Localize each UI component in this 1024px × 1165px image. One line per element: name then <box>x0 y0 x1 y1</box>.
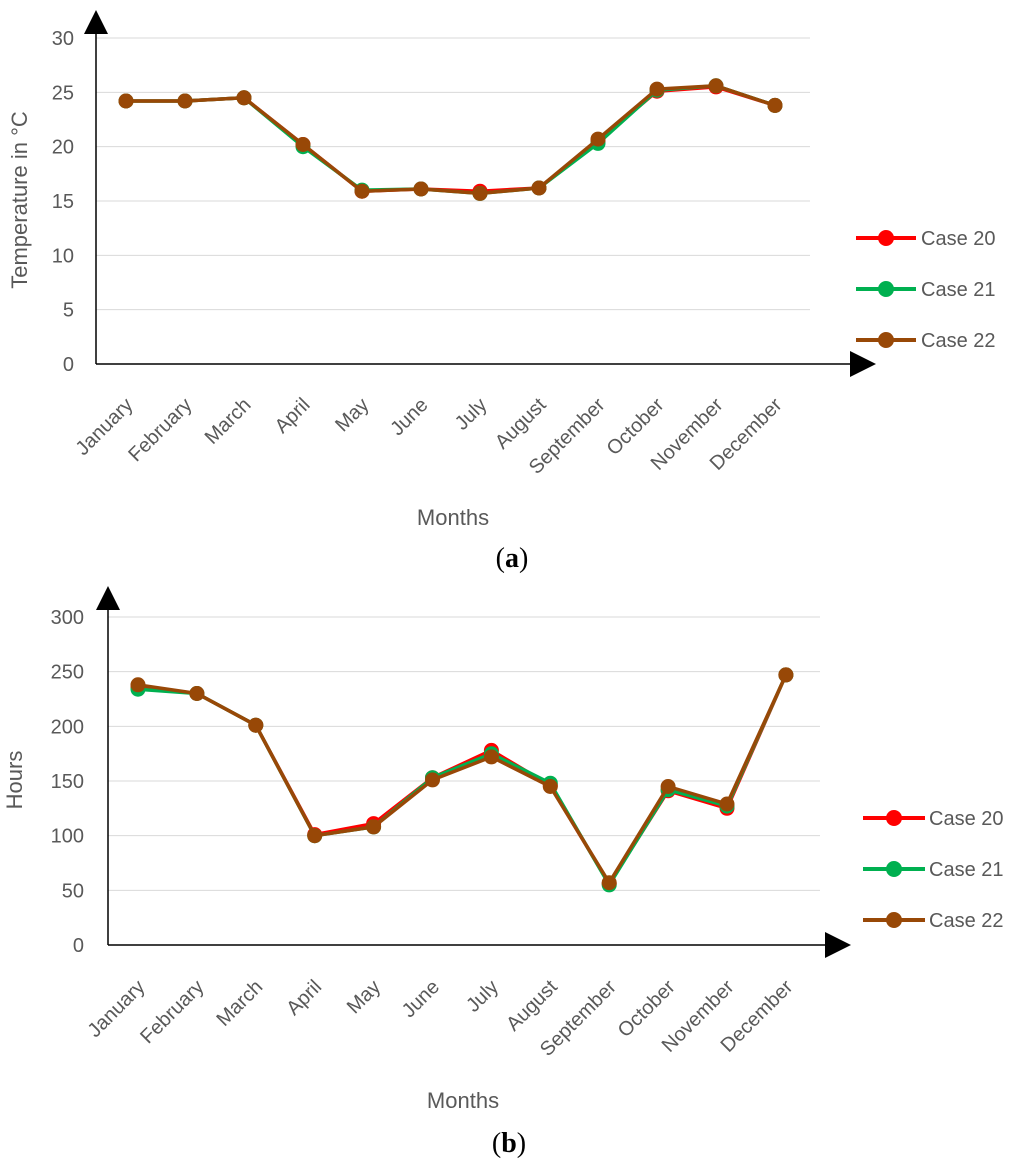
y-tick-label: 5 <box>63 300 74 322</box>
panel-label-a: (a) <box>496 543 529 574</box>
data-point-case-22-april <box>295 137 311 152</box>
x-tick-label-august: August <box>491 394 551 454</box>
series-line-case-20 <box>126 85 776 193</box>
panel-label-b: (b) <box>492 1128 526 1159</box>
series-line-case-21 <box>137 674 788 887</box>
y-axis-arrow-icon <box>96 586 120 610</box>
legend-marker-case-20 <box>878 230 894 246</box>
series-line-case-21 <box>126 84 776 196</box>
data-point-case-22-february <box>189 686 205 701</box>
legend-label-case-22: Case 22 <box>929 910 1004 932</box>
y-tick-label: 15 <box>52 191 74 213</box>
data-point-case-22-march <box>236 90 252 106</box>
data-point-case-22-april <box>307 828 323 844</box>
data-point-case-22-september <box>601 875 617 891</box>
data-point-case-22-november <box>719 796 735 812</box>
y-tick-label: 50 <box>62 880 84 902</box>
data-point-case-22-february <box>177 93 193 109</box>
series-case-21 <box>118 78 783 201</box>
y-tick-label: 200 <box>51 716 84 738</box>
y-tick-label: 30 <box>52 28 74 50</box>
y-tick-label: 250 <box>51 662 84 684</box>
legend-label-case-21: Case 21 <box>921 279 996 301</box>
data-point-case-22-january <box>118 93 134 109</box>
data-point-case-22-june <box>413 181 429 197</box>
data-point-case-22-march <box>248 717 264 733</box>
x-tick-label-march: March <box>212 976 267 1031</box>
legend-label-case-20: Case 20 <box>929 808 1004 830</box>
x-tick-label-march: March <box>201 394 256 449</box>
data-point-case-22-july <box>483 749 499 765</box>
y-axis-title: Hours <box>2 751 27 810</box>
x-tick-label-july: July <box>462 976 503 1017</box>
legend: Case 20 Case 21 Case 22 <box>863 808 1004 932</box>
data-point-case-22-october <box>660 779 676 794</box>
y-tick-label: 25 <box>52 82 74 104</box>
legend-label-case-22: Case 22 <box>921 330 996 352</box>
data-point-case-22-july <box>472 185 488 201</box>
y-axis-arrow-icon <box>84 10 108 34</box>
x-tick-label-june: June <box>386 394 432 440</box>
data-point-case-22-june <box>425 772 440 788</box>
x-tick-label-april: April <box>271 394 315 438</box>
x-axis-arrow-icon <box>825 932 851 958</box>
x-axis-arrow-icon <box>850 351 876 377</box>
x-tick-label-august: August <box>502 976 562 1036</box>
legend-marker-case-21 <box>886 861 902 877</box>
legend: Case 20 Case 21 Case 22 <box>856 228 996 352</box>
x-tick-label-june: June <box>398 976 444 1022</box>
x-axis-title: Months <box>427 1088 499 1113</box>
x-tick-label-april: April <box>282 976 326 1020</box>
data-point-case-22-january <box>130 677 146 693</box>
y-tick-label: 300 <box>51 607 84 629</box>
y-tick-label: 150 <box>51 771 84 793</box>
data-point-case-22-august <box>531 180 547 196</box>
x-tick-label-july: July <box>451 394 492 435</box>
data-point-case-22-september <box>590 131 606 147</box>
series-case-20 <box>130 667 794 892</box>
legend-marker-case-20 <box>886 810 902 826</box>
data-point-case-22-may <box>354 183 370 199</box>
x-tick-label-february: February <box>136 976 208 1048</box>
data-point-case-22-october <box>649 81 665 97</box>
data-point-case-22-december <box>778 667 794 683</box>
series-case-20 <box>118 79 783 199</box>
legend-marker-case-22 <box>886 912 902 928</box>
data-point-case-22-november <box>708 78 724 94</box>
series-line-case-22 <box>126 84 776 196</box>
x-tick-label-may: May <box>343 976 385 1018</box>
y-tick-label: 10 <box>52 245 74 267</box>
x-tick-label-may: May <box>331 394 373 436</box>
y-tick-label: 20 <box>52 137 74 159</box>
y-axis-title: Temperature in °C <box>7 111 32 289</box>
legend-marker-case-21 <box>878 281 894 297</box>
series-case-22 <box>118 78 783 201</box>
legend-label-case-21: Case 21 <box>929 859 1004 881</box>
x-axis-title: Months <box>417 505 489 530</box>
legend-marker-case-22 <box>878 332 894 348</box>
series-line-case-22 <box>137 674 788 885</box>
series-case-21 <box>130 667 794 893</box>
x-tick-label-february: February <box>124 394 196 466</box>
series-line-case-20 <box>137 674 788 886</box>
data-point-case-22-may <box>366 819 382 835</box>
y-tick-label: 0 <box>63 354 74 376</box>
y-tick-label: 100 <box>51 826 84 848</box>
y-tick-label: 0 <box>73 935 84 957</box>
data-point-case-22-august <box>542 779 558 794</box>
series-case-22 <box>130 667 794 891</box>
legend-label-case-20: Case 20 <box>921 228 996 250</box>
data-point-case-22-december <box>767 97 783 113</box>
